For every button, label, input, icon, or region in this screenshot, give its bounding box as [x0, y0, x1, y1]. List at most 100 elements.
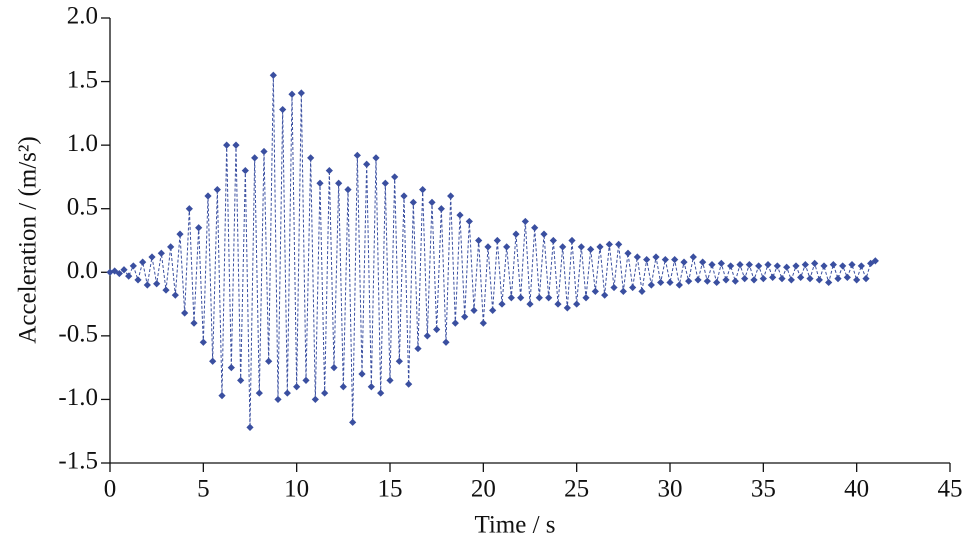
- data-point: [703, 277, 711, 285]
- data-point: [507, 294, 515, 302]
- data-point: [769, 273, 777, 281]
- data-point: [787, 276, 795, 284]
- data-point: [311, 395, 319, 404]
- data-point: [545, 294, 553, 302]
- data-point: [862, 275, 870, 283]
- x-tick-label: 45: [938, 476, 963, 503]
- data-point: [661, 255, 669, 264]
- data-point: [629, 283, 637, 292]
- data-point: [512, 230, 520, 238]
- data-point: [265, 357, 273, 365]
- x-tick-label: 0: [104, 476, 117, 503]
- data-point: [867, 259, 875, 267]
- data-point: [339, 383, 347, 391]
- data-point: [853, 276, 861, 284]
- data-point: [554, 300, 562, 308]
- data-point: [643, 255, 651, 264]
- data-point: [652, 253, 660, 261]
- data-point: [129, 262, 137, 270]
- data-point: [773, 262, 781, 270]
- data-point: [442, 338, 450, 346]
- data-point: [307, 154, 315, 162]
- data-point: [162, 286, 170, 294]
- data-point: [778, 275, 786, 283]
- data-point: [685, 277, 693, 285]
- y-tick-label: 0.0: [67, 257, 98, 284]
- data-point: [596, 243, 604, 251]
- data-point: [400, 192, 408, 200]
- data-point: [204, 192, 212, 200]
- data-point: [353, 151, 361, 159]
- data-point: [717, 259, 725, 267]
- data-point: [839, 262, 847, 270]
- data-point: [647, 281, 655, 289]
- data-point: [624, 249, 632, 257]
- data-point: [209, 357, 217, 365]
- data-point: [185, 205, 193, 213]
- data-point: [213, 186, 221, 194]
- data-point: [745, 261, 753, 269]
- x-tick-label: 40: [844, 476, 869, 503]
- data-point: [601, 291, 609, 299]
- data-point: [857, 262, 865, 270]
- data-point: [461, 313, 469, 321]
- data-point: [167, 243, 175, 251]
- data-point: [321, 389, 329, 397]
- data-point: [344, 186, 352, 194]
- data-point: [489, 306, 497, 315]
- data-point: [316, 179, 324, 187]
- data-point: [475, 236, 483, 245]
- data-point: [377, 389, 385, 397]
- data-point: [619, 287, 627, 295]
- data-point: [120, 266, 128, 274]
- data-point: [451, 319, 459, 327]
- data-point: [797, 273, 805, 281]
- data-point: [829, 261, 837, 269]
- x-tick-label: 5: [197, 476, 210, 503]
- data-point: [521, 217, 529, 226]
- data-point: [447, 192, 455, 200]
- x-tick-label: 25: [564, 476, 589, 503]
- data-point: [255, 389, 263, 397]
- data-point: [157, 249, 165, 257]
- data-point: [559, 243, 567, 251]
- data-point: [713, 278, 721, 287]
- data-point: [587, 245, 595, 253]
- data-point: [395, 357, 403, 365]
- data-point: [675, 281, 683, 289]
- data-point: [419, 186, 427, 194]
- data-point: [736, 261, 744, 269]
- data-point: [437, 205, 445, 213]
- data-point: [195, 224, 203, 232]
- data-point: [428, 198, 436, 206]
- data-point: [246, 423, 254, 431]
- y-axis-label: Acceleration / (m/s²): [15, 136, 42, 343]
- data-point: [288, 90, 296, 98]
- data-point: [871, 257, 879, 265]
- data-point: [241, 166, 249, 175]
- data-point: [414, 344, 422, 353]
- y-tick-label: -1.0: [58, 384, 98, 411]
- x-tick-label: 30: [658, 476, 683, 503]
- data-point: [540, 230, 548, 238]
- y-tick-label: 2.0: [67, 3, 98, 30]
- data-point: [358, 370, 366, 378]
- data-point: [391, 173, 399, 181]
- data-point: [563, 304, 571, 312]
- data-point: [190, 319, 198, 327]
- data-point: [815, 276, 823, 284]
- data-point: [223, 141, 231, 149]
- data-point: [666, 278, 674, 287]
- data-point: [498, 300, 506, 308]
- data-point: [297, 89, 305, 97]
- data-point: [330, 364, 338, 372]
- data-point: [783, 263, 791, 271]
- data-point: [269, 71, 277, 79]
- data-point: [479, 319, 487, 327]
- data-point: [283, 389, 291, 397]
- data-point: [708, 261, 716, 269]
- data-point: [125, 272, 133, 280]
- data-point: [657, 278, 665, 287]
- data-point: [423, 332, 431, 340]
